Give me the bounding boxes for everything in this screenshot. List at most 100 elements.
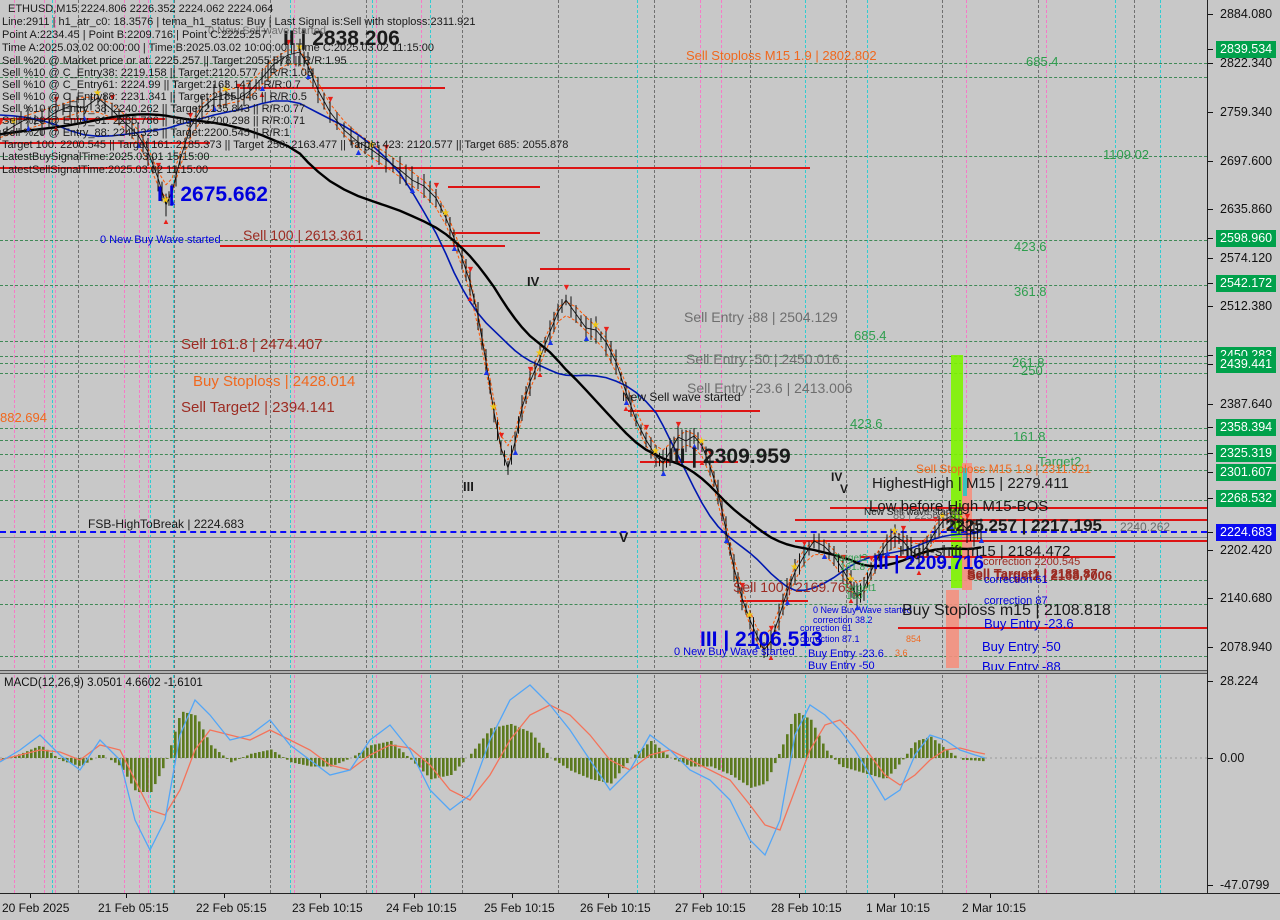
grid-vline-pink xyxy=(148,0,149,893)
macd-histogram-bar xyxy=(778,754,781,758)
star-icon: ★ xyxy=(295,42,304,53)
sell-arrow-icon: ▼ xyxy=(432,180,441,190)
macd-histogram-bar xyxy=(338,758,341,764)
sell-arrow-icon: ▼ xyxy=(931,514,940,524)
chart-annotation: correction 2200.545 xyxy=(983,556,1081,568)
resistance-line xyxy=(628,410,760,412)
sell-arrow-icon: ▼ xyxy=(839,552,848,562)
grid-vline-pink xyxy=(1046,0,1047,893)
chart-annotation: Buy Entry -23.6 xyxy=(808,648,884,660)
comment-line: Sell %20 @ Entry_88: 2241.325 || Target:… xyxy=(2,127,290,139)
macd-indicator-pane[interactable] xyxy=(0,674,1207,893)
price-axis[interactable]: 2884.080 2839.534 2822.340 2759.340 2697.600… xyxy=(1207,0,1280,893)
macd-histogram-bar xyxy=(738,758,741,781)
macd-histogram-bar xyxy=(762,758,765,785)
time-label: 23 Feb 10:15 xyxy=(292,901,363,915)
chart-annotation: Sell Stoploss M15 1.9 | 2802.802 xyxy=(686,48,877,63)
time-axis[interactable]: 20 Feb 2025 21 Feb 05:15 22 Feb 05:15 23 Fe… xyxy=(0,893,1280,920)
macd-histogram-bar xyxy=(810,719,813,758)
macd-histogram-bar xyxy=(82,758,85,766)
sell-arrow-icon: ▼ xyxy=(466,264,475,274)
resistance-line xyxy=(795,540,1207,542)
comment-line: ETHUSD,M15 2224.806 2226.352 2224.062 22… xyxy=(8,3,274,15)
macd-histogram-bar xyxy=(826,750,829,758)
sell-arrow-icon: ▲ xyxy=(162,217,170,226)
grid-vline-cyan xyxy=(867,0,868,893)
macd-histogram-bar xyxy=(614,758,617,779)
macd-histogram-bar xyxy=(858,758,861,772)
chart-annotation: 685.4 xyxy=(854,328,887,343)
sell-arrow-icon: ▲ xyxy=(466,294,474,303)
macd-axis-tick xyxy=(1208,885,1213,886)
macd-histogram-bar xyxy=(642,747,645,758)
buy-arrow-icon: ▲ xyxy=(168,197,177,207)
macd-histogram-bar xyxy=(274,752,277,758)
buy-arrow-icon: ▲ xyxy=(546,337,555,347)
buy-arrow-icon: ▲ xyxy=(722,535,731,545)
price-chart-pane[interactable] xyxy=(0,0,1207,670)
sell-arrow-icon: ▼ xyxy=(0,117,5,127)
macd-histogram-bar xyxy=(182,711,185,758)
macd-histogram-bar xyxy=(34,747,37,758)
price-axis-tick xyxy=(1208,209,1213,210)
macd-histogram-bar xyxy=(862,758,865,773)
chart-annotation: 361.8 xyxy=(1014,284,1047,299)
grid-vline-cyan xyxy=(637,0,638,893)
chart-annotation: Buy Entry -88 xyxy=(982,659,1061,674)
buy-arrow-icon: ▲ xyxy=(915,561,924,571)
macd-histogram-bar xyxy=(902,758,905,760)
macd-histogram-bar xyxy=(654,744,657,758)
macd-histogram-bar xyxy=(850,758,853,770)
sell-arrow-icon: ▼ xyxy=(326,94,335,104)
macd-histogram-bar xyxy=(966,758,969,761)
macd-histogram-bar xyxy=(86,758,89,763)
price-axis-tick xyxy=(1208,14,1213,15)
buy-arrow-icon: ▲ xyxy=(24,123,33,133)
time-tick xyxy=(608,894,609,898)
price-label: 2574.120 xyxy=(1220,251,1273,265)
price-series-canvas xyxy=(0,38,982,659)
fib-level-hline xyxy=(0,428,1207,429)
macd-axis-label: -47.0799 xyxy=(1220,878,1270,892)
macd-histogram-bar xyxy=(586,758,589,778)
macd-histogram-bar xyxy=(230,758,233,763)
sell-arrow-icon: ▼ xyxy=(526,364,535,374)
macd-histogram-bar xyxy=(330,758,333,767)
fib-level-hline xyxy=(0,656,1207,657)
macd-histogram-bar xyxy=(982,758,985,762)
macd-histogram-bar xyxy=(886,758,889,779)
macd-histogram-bar xyxy=(750,758,753,788)
macd-histogram-bar xyxy=(170,745,173,758)
macd-histogram-bar xyxy=(494,727,497,758)
comment-line: Sell %20 @ Market price or at: 2225.257 … xyxy=(2,55,347,67)
price-axis-tick xyxy=(1208,306,1213,307)
macd-histogram-bar xyxy=(406,755,409,758)
sell-arrow-icon: ▼ xyxy=(867,553,876,563)
macd-histogram-bar xyxy=(110,758,113,761)
macd-histogram-bar xyxy=(822,743,825,758)
fib-level-hline xyxy=(0,604,1207,605)
period-separator-vline xyxy=(78,0,79,893)
macd-histogram-bar xyxy=(302,758,305,765)
macd-histogram-bar xyxy=(746,758,749,786)
pane-separator[interactable] xyxy=(0,670,1207,674)
macd-histogram-bar xyxy=(158,758,161,777)
macd-histogram-bar xyxy=(598,758,601,781)
chart-annotation: 854 xyxy=(906,634,922,644)
resistance-line xyxy=(452,232,540,234)
chart-annotation: Sell Entry -50 | 2450.016 xyxy=(686,351,840,367)
macd-histogram-bar xyxy=(138,758,141,792)
time-tick xyxy=(703,894,704,898)
sell-arrow-icon: ▲ xyxy=(622,404,630,413)
star-icon: ★ xyxy=(591,320,600,331)
macd-histogram-bar xyxy=(386,741,389,758)
sell-arrow-icon: ▼ xyxy=(186,110,195,120)
chart-annotation: Target2 xyxy=(1038,454,1082,469)
macd-histogram-bar xyxy=(438,758,441,778)
level-price-badge: 2542.172 xyxy=(1216,275,1277,292)
macd-histogram-bar xyxy=(190,714,193,758)
sell-arrow-icon: ▼ xyxy=(562,282,571,292)
comment-line: Sell %10 @ C_Entry88: 2231.341 || Target… xyxy=(2,91,307,103)
macd-histogram-bar xyxy=(194,715,197,758)
time-label: 27 Feb 10:15 xyxy=(675,901,746,915)
